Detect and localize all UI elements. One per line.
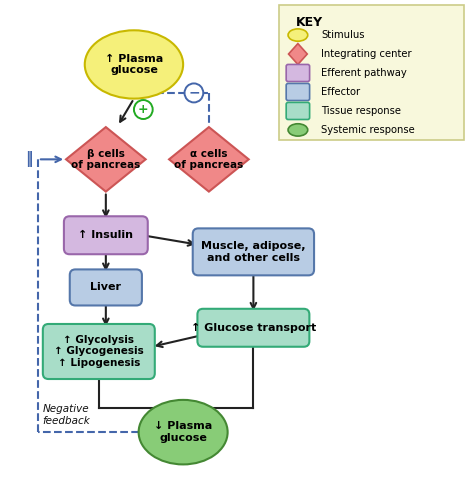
Text: KEY: KEY: [296, 16, 323, 29]
FancyBboxPatch shape: [286, 102, 310, 120]
Text: Integrating center: Integrating center: [321, 49, 412, 59]
FancyBboxPatch shape: [70, 269, 142, 305]
Text: Negative
feedback: Negative feedback: [43, 404, 91, 426]
Text: −: −: [188, 85, 200, 99]
FancyBboxPatch shape: [286, 84, 310, 100]
FancyBboxPatch shape: [279, 5, 464, 140]
Circle shape: [184, 84, 203, 102]
Text: Muscle, adipose,
and other cells: Muscle, adipose, and other cells: [201, 241, 306, 263]
Ellipse shape: [85, 30, 183, 98]
Polygon shape: [169, 127, 249, 192]
Text: Liver: Liver: [91, 282, 121, 292]
Text: Stimulus: Stimulus: [321, 30, 365, 40]
Text: ↑ Plasma
glucose: ↑ Plasma glucose: [105, 54, 163, 75]
Text: ↑ Glycolysis
↑ Glycogenesis
↑ Lipogenesis: ↑ Glycolysis ↑ Glycogenesis ↑ Lipogenesi…: [54, 335, 144, 368]
Text: ‖: ‖: [25, 151, 33, 168]
Ellipse shape: [288, 124, 308, 136]
Text: Systemic response: Systemic response: [321, 125, 415, 135]
FancyBboxPatch shape: [64, 216, 148, 254]
Text: Efferent pathway: Efferent pathway: [321, 68, 407, 78]
FancyBboxPatch shape: [193, 228, 314, 276]
Text: ↑ Glucose transport: ↑ Glucose transport: [191, 323, 316, 333]
Ellipse shape: [288, 29, 308, 41]
Text: ↑ Insulin: ↑ Insulin: [78, 230, 133, 240]
Text: +: +: [138, 103, 149, 116]
Text: β cells
of pancreas: β cells of pancreas: [71, 148, 140, 170]
Text: α cells
of pancreas: α cells of pancreas: [174, 148, 244, 170]
FancyBboxPatch shape: [43, 324, 155, 379]
FancyBboxPatch shape: [286, 64, 310, 82]
Circle shape: [134, 100, 153, 119]
Text: Tissue response: Tissue response: [321, 106, 401, 116]
Ellipse shape: [138, 400, 228, 465]
Text: ↓ Plasma
glucose: ↓ Plasma glucose: [154, 421, 212, 443]
FancyBboxPatch shape: [197, 309, 310, 347]
Text: Effector: Effector: [321, 87, 360, 97]
Polygon shape: [289, 44, 307, 64]
Polygon shape: [66, 127, 146, 192]
